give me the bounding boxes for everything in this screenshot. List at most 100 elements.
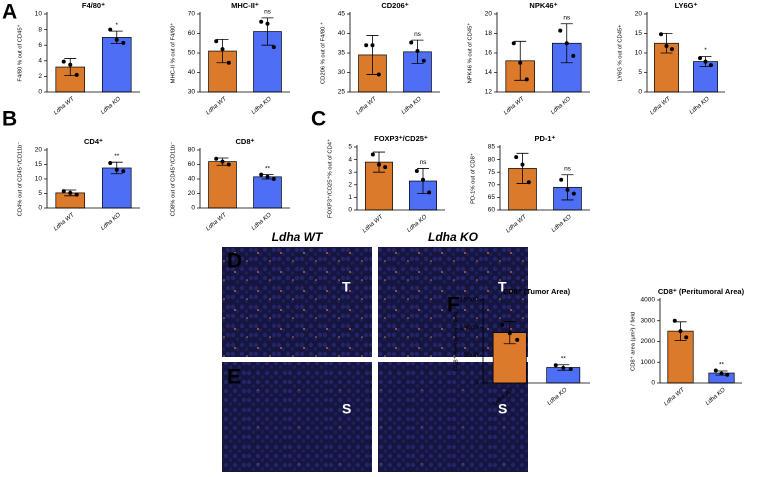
axis [496, 12, 590, 93]
data-point [61, 59, 66, 64]
data-point [414, 168, 419, 173]
y-axis-label: NPK46 % out of CD45⁺ [467, 23, 474, 84]
y-axis-label: PD-1% out of CD8⁺ [470, 153, 477, 204]
data-point [561, 366, 566, 371]
data-point [271, 177, 276, 181]
x-tick-label: Ldha KO [251, 96, 273, 116]
y-tick-label: 4 [348, 156, 352, 163]
data-point [515, 337, 520, 342]
y-tick-label: 40 [338, 30, 346, 37]
data-point [259, 19, 264, 24]
data-point [114, 167, 119, 172]
error-bar [373, 151, 385, 173]
y-tick-label: 80 [188, 147, 196, 154]
data-point [108, 27, 113, 32]
data-point [553, 363, 558, 368]
y-tick-label: 8 [38, 26, 42, 33]
y-tick-label: 75 [488, 169, 496, 176]
chart-title: CD8⁺ (Tumor Area) [503, 287, 571, 296]
axis [482, 298, 590, 384]
data-point [114, 37, 119, 42]
data-point [524, 77, 529, 82]
data-point [265, 174, 270, 179]
significance: ns [264, 9, 272, 16]
data-point [678, 329, 683, 334]
chart-title: CD8⁺ (Peritumoral Area) [658, 287, 745, 296]
error-bar [561, 174, 574, 201]
data-point [220, 159, 225, 164]
y-tick-label: 40 [188, 69, 196, 76]
y-axis-label: MHC-II % out of F4/80⁺ [170, 23, 177, 84]
region-label: T [342, 279, 351, 295]
data-point [214, 39, 219, 44]
significance: ns [564, 165, 572, 172]
y-tick-label: 1 [348, 194, 352, 201]
data-point [415, 49, 420, 54]
error-bar [366, 35, 379, 75]
bar [101, 37, 132, 93]
y-axis-label: FOXP3⁺/CD25⁺% out of CD4⁺ [327, 139, 334, 218]
y-tick-label: 0 [38, 89, 42, 96]
y-tick-label: 20 [485, 11, 493, 18]
data-point [271, 45, 276, 50]
data-point [61, 189, 66, 194]
axis [46, 12, 140, 93]
x-tick-label: Ldha WT [355, 95, 379, 116]
data-point [514, 155, 519, 160]
data-point [719, 371, 724, 376]
data-point [370, 43, 375, 48]
y-tick-label: 20 [188, 190, 196, 197]
y-tick-label: 60 [488, 207, 496, 214]
y-tick-label: 12 [485, 89, 493, 96]
micrograph [222, 362, 372, 472]
y-tick-label: 80 [488, 156, 496, 163]
y-tick-label: 0 [638, 89, 642, 96]
y-tick-label: 0 [191, 205, 195, 212]
y-tick-label: 45 [338, 11, 346, 18]
image-header: Ldha WT [272, 230, 324, 244]
y-tick-label: 65 [488, 194, 496, 201]
significance: ns [414, 31, 422, 38]
data-point [121, 169, 126, 174]
error-bar [64, 58, 77, 77]
axis [199, 148, 290, 209]
data-point [672, 318, 677, 323]
y-tick-label: 2 [348, 182, 352, 189]
y-tick-label: 35 [338, 50, 346, 57]
chart-title: CD4⁺ [84, 137, 103, 146]
data-point [511, 41, 516, 46]
data-point [220, 47, 225, 52]
y-tick-label: 5000 [464, 352, 479, 359]
data-point [364, 43, 369, 48]
data-point [558, 28, 563, 33]
y-axis-label: CD4% out of CD45⁺/CD11b⁻ [17, 142, 24, 217]
panel-label: E [227, 366, 241, 389]
data-point [571, 53, 576, 58]
y-tick-label: 85 [488, 144, 496, 151]
y-tick-label: 20 [35, 147, 43, 154]
data-point [571, 191, 576, 196]
x-tick-label: Ldha WT [649, 95, 673, 116]
data-point [383, 165, 388, 170]
data-point [520, 162, 525, 167]
data-point [500, 322, 505, 327]
x-tick-label: Ldha WT [205, 95, 229, 116]
region-label: T [498, 279, 507, 295]
x-tick-label: Ldha WT [205, 211, 229, 232]
y-axis-label: CD8% out of CD45⁺/CD11b⁻ [170, 142, 177, 217]
axis [356, 145, 445, 211]
y-tick-label: 15000 [460, 297, 478, 304]
chart-title: CD8⁺ [236, 137, 255, 146]
x-tick-label: Ldha WT [505, 213, 529, 234]
data-point [265, 21, 270, 26]
panel-label: A [2, 1, 17, 24]
y-tick-label: 5 [638, 69, 642, 76]
data-point [226, 60, 231, 65]
x-tick-label: Ldha KO [100, 212, 122, 232]
data-point [370, 152, 375, 157]
x-tick-label: Ldha WT [362, 213, 386, 234]
data-point [664, 43, 669, 48]
data-point [121, 40, 126, 45]
x-tick-label: Ldha KO [550, 96, 572, 116]
